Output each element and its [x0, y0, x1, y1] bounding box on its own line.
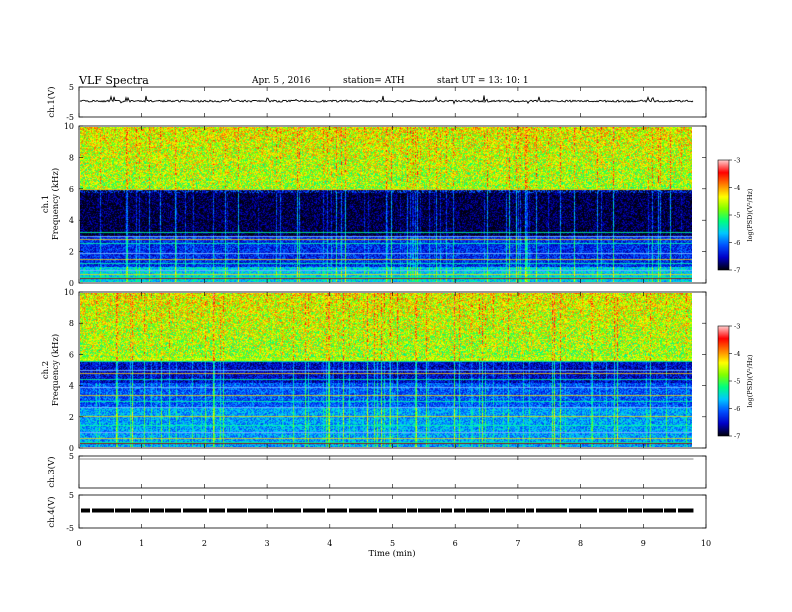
x-tick-label: 6	[453, 539, 458, 548]
x-axis-label: Time (min)	[368, 548, 415, 559]
ch4-pulse-segment	[526, 508, 534, 513]
station-label: station= ATH	[343, 76, 405, 86]
ch1-spectrogram-image	[80, 127, 692, 282]
ch4-pulse-segment	[227, 508, 247, 513]
ch2-spectrogram-image	[80, 293, 692, 447]
x-tick-label: 1	[139, 539, 144, 548]
ch4-pulse-segment	[418, 508, 440, 513]
colorbar-tick-label: -7	[734, 433, 740, 441]
ch2-colorbar-ticks: -3 -4 -5 -6 -7	[729, 323, 740, 441]
colorbar-tick-label: -5	[734, 212, 740, 220]
x-tick-label: 4	[327, 539, 332, 548]
ch4-pulse-segment	[209, 508, 225, 513]
y-tick-label: 5	[69, 452, 74, 461]
ch1-trace	[79, 95, 694, 105]
ch2-frequency-ylabel: Frequency (kHz)	[50, 334, 61, 406]
ch4-waveform-ylabel: ch.4(V)	[46, 496, 57, 527]
ch1-colorbar-label: log(PSD)(V²/Hz)	[746, 188, 754, 241]
x-tick-label: 9	[641, 539, 646, 548]
ch4-pulse-segment	[407, 508, 417, 513]
ch4-pulse-segment	[678, 508, 694, 513]
ch1-channel-label: ch.1	[41, 195, 51, 213]
ch1-colorbar-ticks: -3 -4 -5 -6 -7	[729, 157, 740, 275]
ch4-pulse-segment	[349, 508, 377, 513]
x-tick-label: 7	[515, 539, 520, 548]
x-tick-label: 5	[390, 539, 395, 548]
ch1-frequency-ylabel: Frequency (kHz)	[50, 168, 61, 240]
colorbar-tick-label: -5	[734, 378, 740, 386]
y-tick-label: 4	[69, 382, 74, 391]
ch1-colorbar	[718, 160, 729, 270]
start-time-label: start UT = 13: 10: 1	[437, 76, 529, 86]
ch4-pulse-segment	[274, 508, 301, 513]
y-tick-label: 8	[69, 153, 74, 162]
y-tick-label: 6	[69, 350, 74, 359]
ch4-pulse-segment	[165, 508, 181, 513]
ch3-waveform-frame	[78, 455, 707, 489]
colorbar-tick-label: -4	[734, 184, 740, 192]
ch4-pulse-segment	[150, 508, 164, 513]
y-tick-label: 2	[69, 413, 74, 422]
ch2-colorbar-label: log(PSD)(V²/Hz)	[746, 354, 754, 407]
ch4-pulse-segment	[183, 508, 207, 513]
x-tick-label: 3	[265, 539, 270, 548]
x-axis-ticks: 0 1 2 3 4 5 6 7 8 9 10	[76, 87, 711, 548]
ch3-waveform-ylabel: ch.3(V)	[46, 456, 57, 487]
x-tick-label: 8	[578, 539, 583, 548]
y-tick-label: 2	[69, 248, 74, 257]
ch2-channel-label: ch.2	[41, 361, 51, 379]
y-tick-label: 5	[69, 83, 74, 92]
colorbar-tick-label: -4	[734, 350, 740, 358]
y-tick-label: -5	[66, 113, 74, 122]
ch4-pulse-segment	[327, 508, 347, 513]
ch4-pulse-segment	[454, 508, 465, 513]
ch4-pulse-segment	[506, 508, 525, 513]
ch4-pulse-segment	[131, 508, 149, 513]
colorbar-tick-label: -7	[734, 267, 740, 275]
date-label: Apr. 5 , 2016	[251, 76, 311, 86]
ch4-pulse-segment	[536, 508, 567, 513]
y-tick-label: 10	[64, 288, 74, 297]
x-tick-label: 0	[76, 539, 81, 548]
ch4-pulse-segment	[569, 508, 597, 513]
ch4-pulse-segment	[441, 508, 452, 513]
ch4-pulse-segment	[643, 508, 663, 513]
colorbar-tick-label: -3	[734, 157, 740, 165]
ch4-pulse-segment	[466, 508, 489, 513]
ch4-pulse-segment	[92, 508, 114, 513]
ch1-waveform-ylabel: ch.1(V)	[46, 86, 57, 117]
ch4-trace	[81, 508, 694, 513]
x-tick-label: 2	[202, 539, 207, 548]
ch4-pulse-segment	[664, 508, 676, 513]
colorbar-tick-label: -6	[734, 239, 740, 247]
ch4-pulse-segment	[303, 508, 325, 513]
y-tick-label: 5	[69, 491, 74, 500]
y-tick-label: 0	[69, 444, 74, 453]
ch4-pulse-segment	[490, 508, 505, 513]
y-tick-label: 8	[69, 319, 74, 328]
y-tick-label: 6	[69, 185, 74, 194]
figure-title: VLF Spectra	[78, 74, 149, 87]
ch4-pulse-segment	[81, 508, 90, 513]
y-tick-label: 0	[69, 279, 74, 288]
ch2-colorbar	[718, 326, 729, 436]
ch4-pulse-segment	[248, 508, 273, 513]
ch4-pulse-segment	[599, 508, 627, 513]
ch4-pulse-segment	[628, 508, 642, 513]
y-tick-label: -5	[66, 524, 74, 533]
colorbar-tick-label: -6	[734, 405, 740, 413]
y-tick-label: 4	[69, 216, 74, 225]
ch4-pulse-segment	[115, 508, 130, 513]
colorbar-tick-label: -3	[734, 323, 740, 331]
y-tick-label: 10	[64, 122, 74, 131]
ch4-pulse-segment	[379, 508, 406, 513]
x-tick-label: 10	[701, 539, 711, 548]
